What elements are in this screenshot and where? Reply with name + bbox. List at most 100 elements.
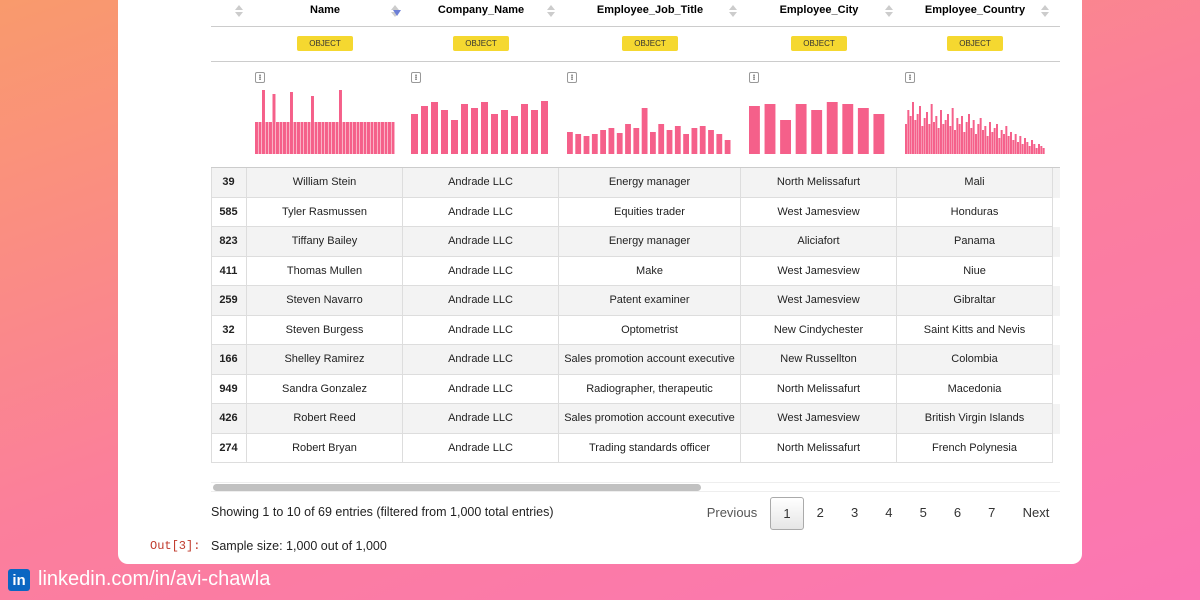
table-cell: Colombia xyxy=(897,345,1053,375)
histogram-bar xyxy=(826,102,838,154)
page-button[interactable]: 6 xyxy=(953,505,962,520)
histogram-bar xyxy=(633,128,640,154)
histogram-bar xyxy=(1019,136,1022,154)
row-index: 166 xyxy=(211,345,247,375)
histogram-bar xyxy=(857,108,869,154)
histogram-bar xyxy=(1040,146,1043,154)
histogram xyxy=(749,102,885,154)
histogram-bar xyxy=(1042,148,1045,154)
sort-icon[interactable] xyxy=(1041,4,1049,18)
histogram-bar xyxy=(1007,136,1010,154)
table-row xyxy=(211,433,1060,463)
next-button[interactable]: Next xyxy=(1022,505,1050,520)
column-header[interactable]: Employee_Job_Title xyxy=(596,4,704,16)
table-row xyxy=(211,404,1060,434)
row-index: 274 xyxy=(211,433,247,463)
histogram-bar xyxy=(982,130,984,154)
histogram-bar xyxy=(937,128,940,154)
histogram-bar xyxy=(708,130,714,154)
info-icon[interactable]: ⁝ xyxy=(255,72,265,83)
table-cell: West Jamesview xyxy=(741,197,897,227)
histogram-bar xyxy=(873,114,885,154)
histogram-bar xyxy=(531,110,538,154)
info-icon[interactable]: ⁝ xyxy=(749,72,759,83)
table-cell: Andrade LLC xyxy=(403,345,559,375)
histogram-bar xyxy=(795,104,807,154)
histogram-bar xyxy=(325,122,328,154)
histogram-bar xyxy=(949,126,952,154)
dtype-wrap: OBJECT xyxy=(559,36,741,51)
histogram-bar xyxy=(641,108,648,154)
page-button[interactable]: 3 xyxy=(850,505,859,520)
column-header[interactable]: Employee_City xyxy=(779,4,859,16)
histogram-bar xyxy=(290,92,293,154)
histogram-bar xyxy=(332,122,335,154)
info-icon[interactable]: ⁝ xyxy=(905,72,915,83)
histogram-bar xyxy=(961,116,963,154)
dtype-wrap: OBJECT xyxy=(403,36,559,51)
table-cell: Mali xyxy=(897,168,1053,198)
histogram-bar xyxy=(699,126,706,154)
histogram-bar xyxy=(986,136,989,154)
histogram-bar xyxy=(650,132,656,154)
histogram-bar xyxy=(346,122,349,154)
sort-icon[interactable] xyxy=(393,4,401,18)
histogram-bar xyxy=(1010,132,1012,154)
histogram-bar xyxy=(297,122,300,154)
sort-icon[interactable] xyxy=(729,4,737,18)
page-button[interactable]: 5 xyxy=(919,505,927,520)
page-button[interactable]: 7 xyxy=(988,505,996,520)
table-cell: Robert Bryan xyxy=(247,433,403,463)
histogram-bar xyxy=(583,136,590,154)
histogram-bar xyxy=(691,128,698,154)
histogram-bar xyxy=(262,90,265,154)
histogram-bar xyxy=(963,132,966,154)
table-cell: Energy manager xyxy=(559,168,741,198)
scrollbar-thumb[interactable] xyxy=(213,484,701,491)
histogram-bar xyxy=(1028,146,1031,154)
histogram-bar xyxy=(942,124,945,154)
histogram-bar xyxy=(471,108,478,154)
hist-row-border xyxy=(211,167,1060,168)
histogram-bar xyxy=(279,122,283,154)
column-header[interactable]: Company_Name xyxy=(437,4,525,16)
histogram-bar xyxy=(421,106,428,154)
column-header[interactable]: Employee_Country xyxy=(924,4,1026,16)
row-index: 949 xyxy=(211,374,247,404)
histogram-bar xyxy=(258,122,262,154)
table-row xyxy=(211,374,1060,404)
column-header[interactable]: Name xyxy=(310,4,340,16)
histogram-bar xyxy=(567,132,573,154)
sort-icon[interactable] xyxy=(547,4,555,18)
histogram-bar xyxy=(304,122,307,154)
page-button[interactable]: 2 xyxy=(816,505,824,520)
sort-icon[interactable] xyxy=(235,4,243,18)
histogram-bar xyxy=(989,122,991,154)
histogram-bar xyxy=(984,126,987,154)
histogram-bar xyxy=(842,104,854,154)
table-cell: New Cindychester xyxy=(741,315,897,345)
histogram-bar xyxy=(958,124,961,154)
table-cell: Shelley Ramirez xyxy=(247,345,403,375)
sort-icon[interactable] xyxy=(885,4,893,18)
histogram-bar xyxy=(1031,140,1033,154)
table-cell: Andrade LLC xyxy=(403,227,559,257)
prev-button[interactable]: Previous xyxy=(706,505,758,520)
histogram-bar xyxy=(811,110,823,154)
dtype-badge: OBJECT xyxy=(622,36,678,51)
table-cell: Optometrist xyxy=(559,315,741,345)
histogram-bar xyxy=(575,134,582,154)
table-row xyxy=(211,315,1060,345)
page-button[interactable]: 1 xyxy=(770,497,804,530)
info-icon[interactable]: ⁝ xyxy=(567,72,577,83)
histogram-bar xyxy=(933,122,935,154)
info-icon[interactable]: ⁝ xyxy=(411,72,421,83)
table-cell: Andrade LLC xyxy=(403,374,559,404)
table-cell: Tiffany Bailey xyxy=(247,227,403,257)
histogram-bar xyxy=(363,122,367,154)
histogram-bar xyxy=(381,122,384,154)
histogram-bar xyxy=(521,104,528,154)
page-button[interactable]: 4 xyxy=(885,505,893,520)
histogram-bar xyxy=(591,134,598,154)
table-cell: Andrade LLC xyxy=(403,197,559,227)
